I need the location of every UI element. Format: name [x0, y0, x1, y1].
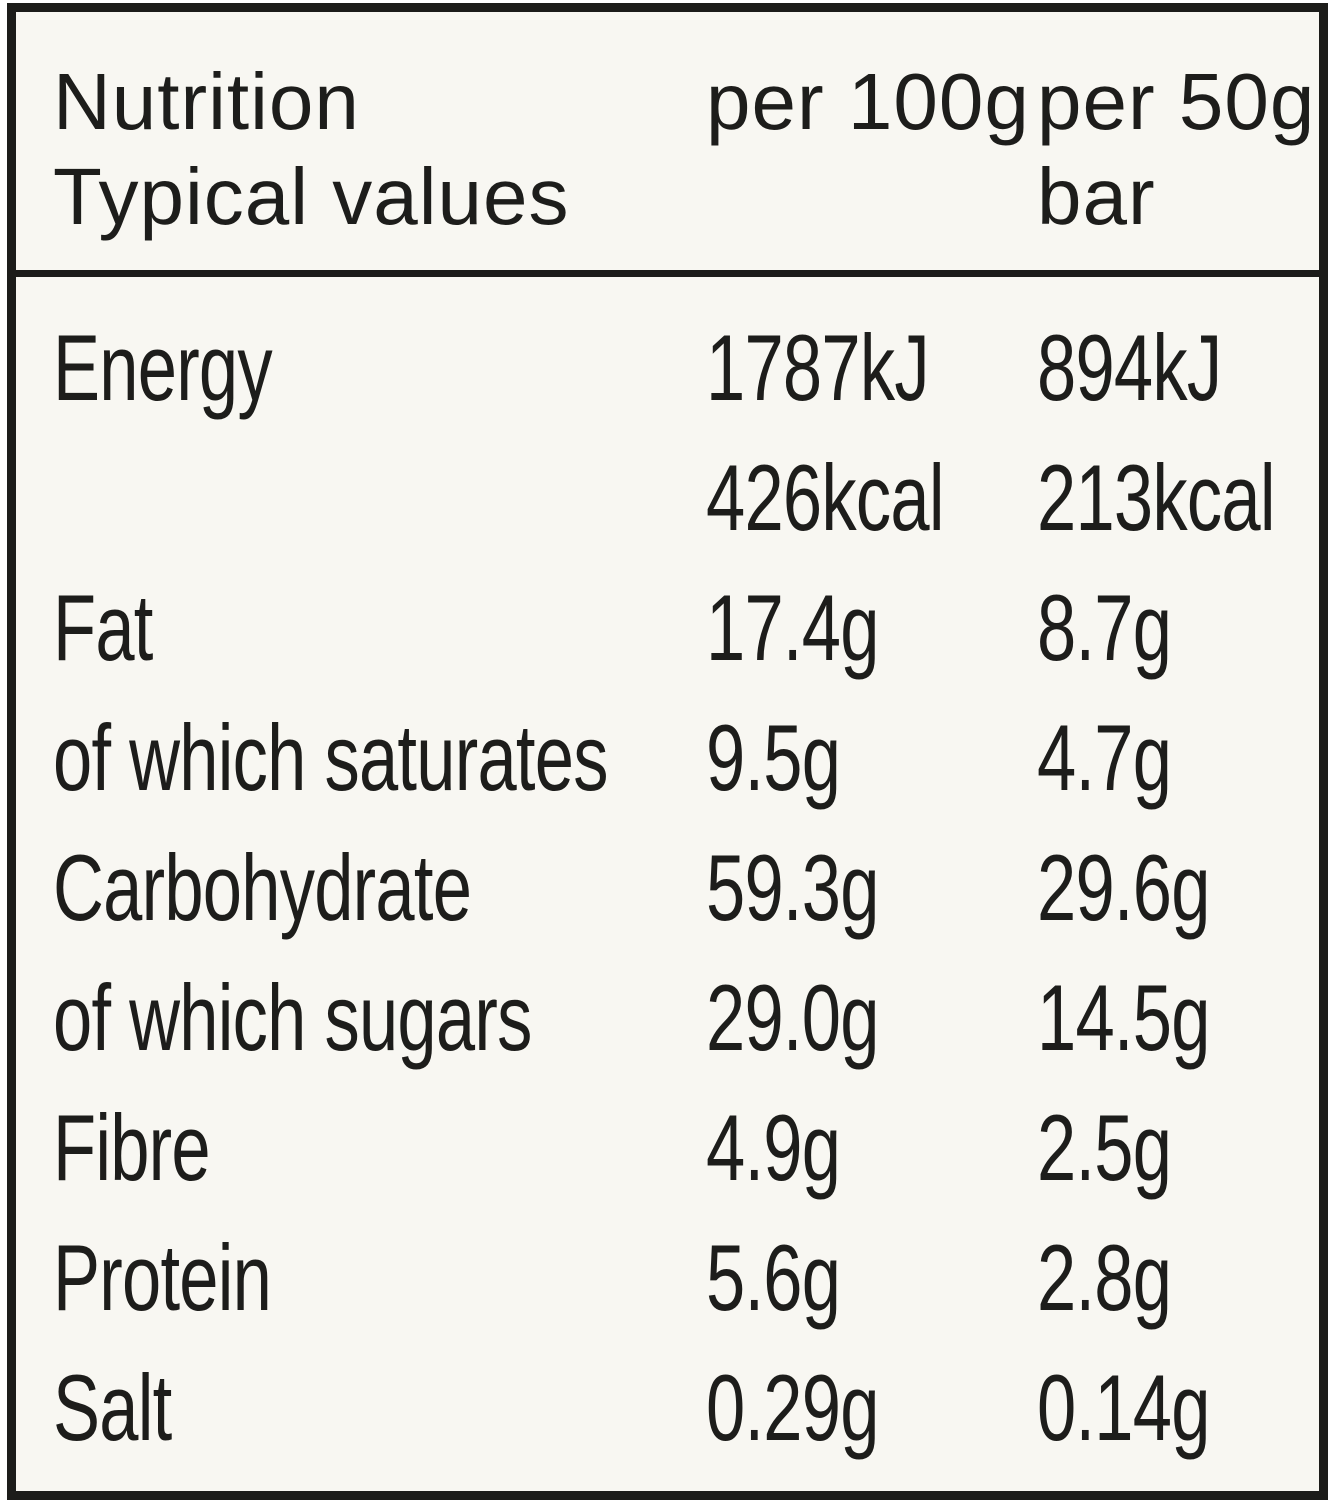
header-per100-label: per 100g	[706, 57, 1030, 146]
table-row-energy-kcal: 426kcal 213kcal	[16, 449, 1319, 579]
table-row-saturates: of which saturates 9.5g 4.7g	[16, 709, 1319, 839]
row-per50-value: 29.6g	[1037, 835, 1210, 940]
row-per100-value: 0.29g	[706, 1355, 879, 1460]
header-per50-unit: bar	[1037, 152, 1156, 241]
row-per50-value: 2.8g	[1037, 1225, 1172, 1330]
row-per50-value: 8.7g	[1037, 575, 1172, 680]
row-per50-value: 213kcal	[1037, 445, 1276, 550]
row-per100-value: 17.4g	[706, 575, 879, 680]
header-title: Nutrition	[53, 57, 360, 146]
row-per100-value: 59.3g	[706, 835, 879, 940]
row-per100-value: 426kcal	[706, 445, 945, 550]
row-per50-value: 4.7g	[1037, 705, 1172, 810]
table-row-carbohydrate: Carbohydrate 59.3g 29.6g	[16, 839, 1319, 969]
row-per50-value: 894kJ	[1037, 315, 1222, 420]
header-divider	[16, 270, 1319, 277]
header-subtitle: Typical values	[53, 152, 570, 241]
nutrition-label: Nutrition Typical values per 100g per 50…	[7, 3, 1328, 1500]
row-per50-value: 14.5g	[1037, 965, 1210, 1070]
row-label: Fat	[53, 575, 153, 680]
table-row-protein: Protein 5.6g 2.8g	[16, 1229, 1319, 1359]
row-per100-value: 1787kJ	[706, 315, 930, 420]
table-row-energy: Energy 1787kJ 894kJ	[16, 319, 1319, 449]
row-label: Salt	[53, 1355, 172, 1460]
header-col-per50: per 50g bar	[1037, 54, 1319, 244]
nutrition-rows: Energy 1787kJ 894kJ 426kcal 213kcal Fat …	[16, 277, 1319, 1489]
row-label: Carbohydrate	[53, 835, 472, 940]
row-per100-value: 29.0g	[706, 965, 879, 1070]
row-per50-value: 0.14g	[1037, 1355, 1210, 1460]
header-col-per100: per 100g	[706, 54, 1037, 244]
row-per50-value: 2.5g	[1037, 1095, 1172, 1200]
row-per100-value: 5.6g	[706, 1225, 841, 1330]
table-header: Nutrition Typical values per 100g per 50…	[16, 12, 1319, 244]
table-row-sugars: of which sugars 29.0g 14.5g	[16, 969, 1319, 1099]
table-row-salt: Salt 0.29g 0.14g	[16, 1359, 1319, 1489]
row-label: Protein	[53, 1225, 272, 1330]
row-label: Energy	[53, 315, 273, 420]
table-row-fat: Fat 17.4g 8.7g	[16, 579, 1319, 709]
row-label: Fibre	[53, 1095, 211, 1200]
row-label: of which sugars	[53, 965, 532, 1070]
row-per100-value: 9.5g	[706, 705, 841, 810]
row-label: of which saturates	[53, 705, 608, 810]
header-title-cell: Nutrition Typical values	[16, 54, 706, 244]
table-row-fibre: Fibre 4.9g 2.5g	[16, 1099, 1319, 1229]
row-per100-value: 4.9g	[706, 1095, 841, 1200]
header-per50-label: per 50g	[1037, 57, 1316, 146]
